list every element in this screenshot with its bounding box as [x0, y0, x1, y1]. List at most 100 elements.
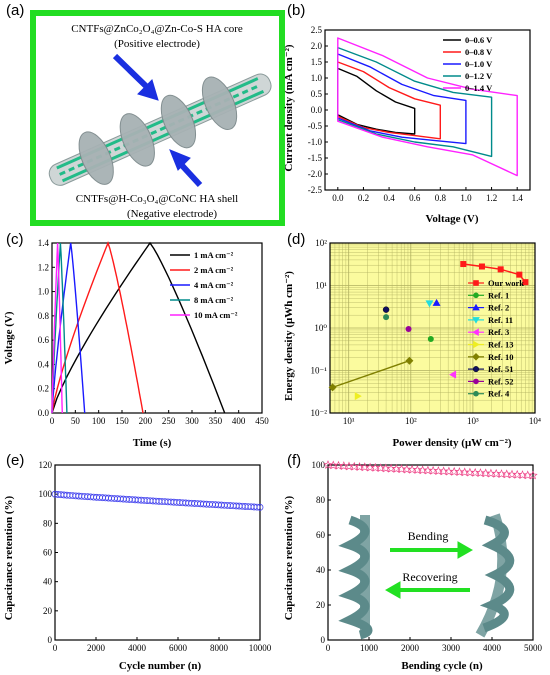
chart-b-legend-label-1: 0–0.8 V	[465, 47, 493, 57]
chart-d-legend-label-2: Ref. 2	[488, 303, 509, 313]
chart-c-series-2	[51, 242, 86, 414]
chart-c-ytick-label: 0.4	[38, 359, 50, 369]
chart-d-point-1-0	[427, 336, 434, 343]
chart-d-legend-marker-7	[472, 366, 479, 373]
chart-d-point-0-4	[522, 279, 529, 286]
panel-letter-c: (c)	[6, 231, 24, 248]
chart-b-ytick-label: 1.5	[311, 57, 323, 67]
chart-d-legend-label-6: Ref. 10	[488, 352, 514, 362]
chart-d-ytick-label: 10⁰	[314, 323, 327, 333]
chart-f-xtick-label: 2000	[401, 643, 420, 653]
chart-b-ylabel: Current density (mA cm⁻²)	[283, 44, 295, 171]
chart-d-point-7-0	[382, 306, 390, 313]
bending-inset: Bending Recovering	[338, 513, 515, 640]
chart-e-ytick-label: 80	[43, 518, 53, 528]
chart-b-legend-label-3: 0–1.2 V	[465, 71, 493, 81]
fiber-shell-helix	[78, 76, 238, 185]
chart-d-legend-label-1: Ref. 1	[488, 290, 509, 300]
chart-d-point-9-0	[383, 314, 390, 321]
chart-b-xtick-label: 0.6	[409, 193, 421, 203]
chart-c-series-1	[51, 240, 144, 414]
chart-e-xtick-label: 2000	[87, 643, 106, 653]
chart-c-xlabel: Time (s)	[133, 437, 172, 449]
chart-f-xtick-label: 5000	[524, 643, 543, 653]
chart-b-xtick-label: 0.0	[332, 193, 344, 203]
chart-b-series-2	[337, 53, 467, 145]
chart-c-ytick-label: 1.2	[38, 262, 49, 272]
panel-letter-d: (d)	[287, 231, 306, 248]
chart-b-ytick-label: -1.0	[308, 137, 323, 147]
panel-a-shell-label: CNTFs@H-Co₃O₄@CoNC HA shell	[76, 193, 238, 205]
chart-d-point-6-1	[405, 356, 414, 365]
chart-b-xtick-label: 1.4	[512, 193, 524, 203]
chart-d-legend-marker-9	[473, 390, 479, 397]
chart-b-ytick-label: 1.0	[311, 73, 323, 83]
chart-c-xtick-label: 250	[162, 416, 176, 426]
chart-c-ytick-label: 0.8	[38, 311, 50, 321]
chart-d-point-0-0	[460, 261, 467, 268]
chart-d-point-5-0	[354, 392, 362, 401]
chart-c-xtick-label: 200	[139, 416, 153, 426]
chart-e-ytick-label: 100	[39, 489, 53, 499]
chart-e-xtick-label: 8000	[210, 643, 229, 653]
chart-d-legend-label-5: Ref. 13	[488, 340, 514, 350]
chart-f-ytick-label: 60	[316, 530, 326, 540]
chart-c-series-3	[51, 242, 68, 414]
chart-f-point-39	[528, 470, 538, 480]
chart-d-point-8-0	[405, 325, 412, 332]
chart-d-legend-label-9: Ref. 4	[488, 389, 510, 399]
chart-b-ytick-label: -2.5	[308, 185, 323, 195]
chart-b-xtick-label: 0.8	[435, 193, 447, 203]
chart-b-ytick-label: -2.0	[308, 169, 323, 179]
chart-c-ytick-label: 1.0	[38, 287, 50, 297]
chart-c-legend-label-4: 10 mA cm⁻²	[194, 310, 238, 320]
chart-b-series-3	[337, 46, 493, 158]
chart-c-xtick-label: 450	[255, 416, 269, 426]
chart-b-series-1	[337, 61, 441, 140]
chart-f-point-19	[423, 465, 433, 475]
chart-d-point-0-2	[497, 266, 504, 273]
chart-f-ytick-label: 0	[321, 635, 326, 645]
chart-f: 0 1000 2000 3000 4000 5000 0 20 40 60 80 100 Bendin…	[283, 460, 543, 672]
chart-d-frame	[329, 242, 536, 414]
chart-d-legend-label-3: Ref. 11	[488, 315, 513, 325]
chart-f-point-28	[470, 467, 480, 477]
chart-b: 0.0 0.2 0.4 0.6 0.8 1.0 1.2 1.4 -2.5 -2.0 -1.5 -1.0…	[283, 25, 531, 225]
chart-f-xtick-label: 1000	[360, 643, 379, 653]
chart-d-legend-label-0: Our work	[488, 278, 524, 288]
chart-c-series-4	[51, 242, 63, 414]
chart-d-ytick-label: 10¹	[315, 281, 327, 291]
chart-b-xtick-label: 0.2	[358, 193, 369, 203]
chart-c-ytick-label: 0.6	[38, 335, 50, 345]
chart-c-xtick-label: 0	[50, 416, 55, 426]
chart-f-point-26	[460, 467, 470, 477]
chart-d-xtick-label: 10³	[467, 416, 479, 426]
chart-c-legend-label-1: 2 mA cm⁻²	[194, 265, 234, 275]
chart-c-xtick-label: 350	[209, 416, 223, 426]
chart-c-ytick-label: 0.2	[38, 384, 49, 394]
chart-d-legend-marker-6	[472, 353, 480, 361]
chart-e-ytick-label: 120	[39, 460, 53, 470]
chart-d-ylabel: Energy density (μWh cm⁻²)	[283, 271, 295, 401]
chart-e-xlabel: Cycle number (n)	[119, 660, 202, 672]
chart-b-ytick-label: 2.0	[311, 41, 323, 51]
inset-recovering-text: Recovering	[402, 570, 457, 584]
chart-f-xlabel: Bending cycle (n)	[401, 660, 483, 672]
chart-e-ytick-label: 0	[48, 635, 53, 645]
panel-letter-a: (a)	[6, 2, 25, 19]
chart-b-ytick-label: -0.5	[308, 121, 323, 131]
chart-d-series-line-6	[332, 360, 410, 389]
chart-f-point-31	[486, 468, 496, 478]
pointer-arrows	[112, 53, 203, 188]
chart-c-xtick-label: 400	[232, 416, 246, 426]
chart-d-legend-marker-8	[473, 378, 479, 385]
chart-b-xtick-label: 0.4	[383, 193, 395, 203]
chart-c-legend-label-2: 4 mA cm⁻²	[194, 280, 234, 290]
chart-b-ytick-label: 0.0	[311, 105, 323, 115]
chart-b-ytick-label: -1.5	[308, 153, 323, 163]
chart-f-point-7	[360, 462, 370, 472]
panel-a-shell-sublabel: (Negative electrode)	[127, 208, 217, 220]
chart-c-xtick-label: 50	[71, 416, 81, 426]
chart-d: 10¹ 10² 10³ 10⁴ 10⁻² 10⁻¹ 10⁰ 10¹ 10² Our work Ref…	[283, 238, 541, 449]
chart-b-series-4	[337, 37, 518, 177]
